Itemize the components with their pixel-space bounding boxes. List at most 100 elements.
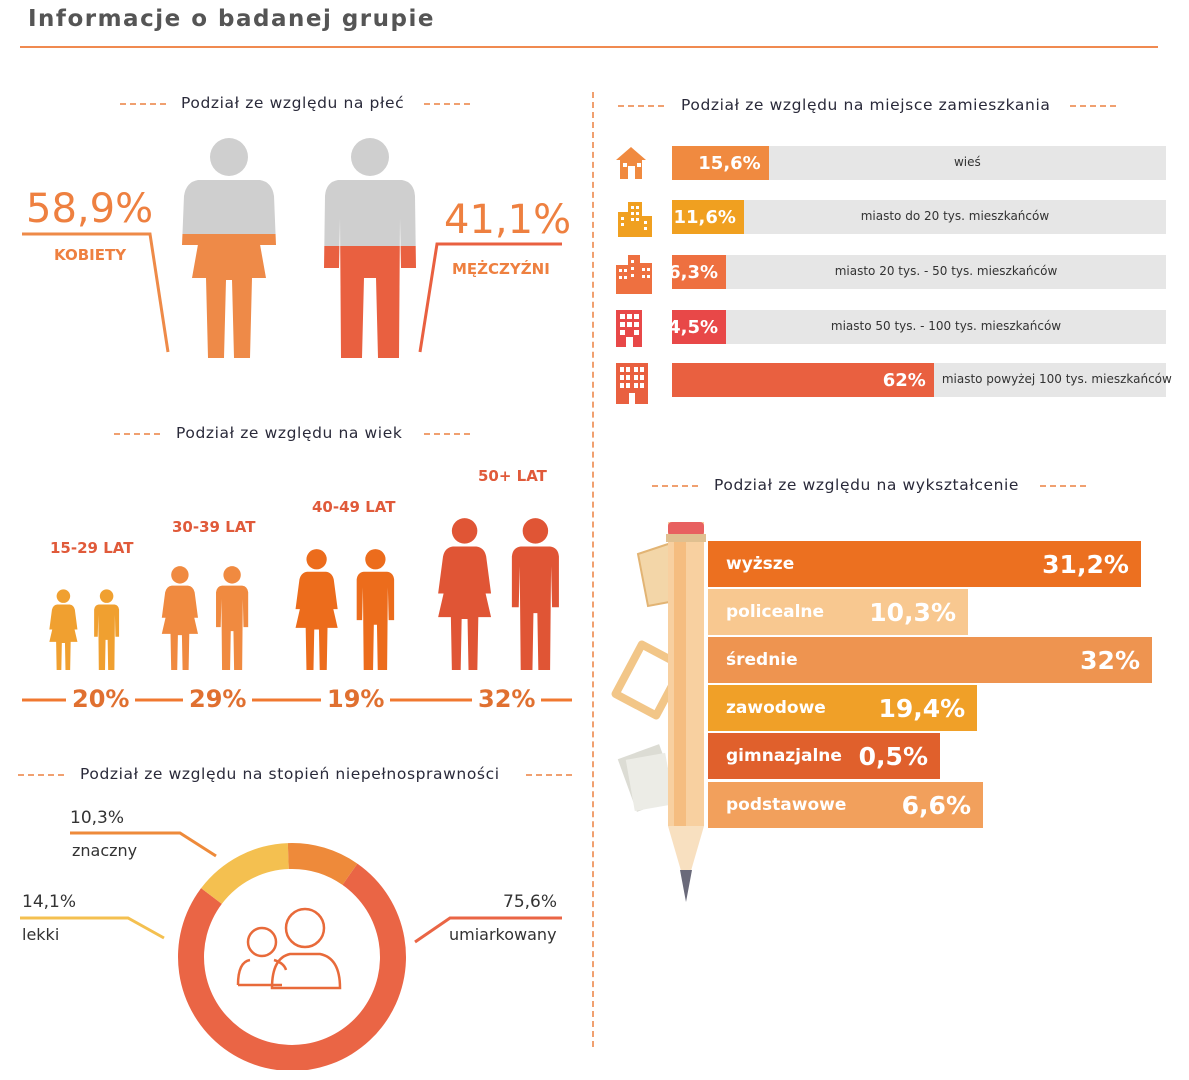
age-label-15-29: 15-29 LAT — [50, 539, 134, 557]
age-label-40-49: 40-49 LAT — [312, 498, 396, 516]
residence-bar-track — [672, 255, 1166, 289]
man-figure-icon — [216, 566, 249, 670]
residence-bar-3: 4,5% — [668, 310, 726, 344]
office-building-icon — [614, 308, 644, 352]
education-bar-1: policealne 10,3% — [708, 589, 968, 635]
small-city-icon — [614, 198, 654, 242]
age-group-2 — [295, 549, 395, 670]
znaczny-leader-line — [70, 831, 217, 858]
section-dash-right — [526, 774, 572, 776]
education-bar-label: gimnazjalne — [726, 746, 842, 766]
sex-section-title: Podział ze względu na płeć — [181, 94, 405, 112]
section-dash-left — [652, 485, 698, 487]
age-label-50plus: 50+ LAT — [478, 467, 547, 485]
disability-percent-lekki: 14,1% — [22, 892, 77, 912]
man-figure-icon — [324, 138, 416, 358]
donut-slice-lekki — [201, 843, 289, 904]
age-group-3 — [438, 518, 559, 670]
age-percent-40-49: 19% — [321, 685, 391, 713]
section-dash-right — [1040, 485, 1086, 487]
residence-bar-1: 11,6% — [672, 200, 744, 234]
education-bar-value: 19,4% — [878, 693, 966, 723]
umiarkowany-leader-line — [414, 916, 562, 944]
section-dash-left — [18, 774, 64, 776]
education-bar-value: 32% — [1080, 645, 1140, 675]
section-dash-right — [424, 433, 470, 435]
residence-bar-chart: 15,6% wieś 11,6% miasto do 20 tys. mieszkań… — [610, 0, 1180, 420]
age-group-1 — [161, 566, 249, 670]
residence-bar-4: 62% — [672, 363, 934, 397]
age-section-title: Podział ze względu na wiek — [176, 424, 403, 442]
education-bar-4: gimnazjalne 0,5% — [708, 733, 940, 779]
age-percent-15-29: 20% — [66, 685, 136, 713]
residence-bar-2: 6,3% — [668, 255, 726, 289]
education-bar-value: 31,2% — [1042, 549, 1129, 579]
man-figure-icon — [356, 549, 395, 670]
education-bar-0: wyższe 31,2% — [708, 541, 1141, 587]
woman-figure-icon — [438, 518, 492, 670]
men-leader-line — [418, 242, 562, 353]
residence-bar-track — [672, 200, 1166, 234]
lekki-leader-line — [20, 916, 165, 940]
pencil-illustration — [611, 522, 706, 902]
education-bar-3: zawodowe 19,4% — [708, 685, 978, 731]
education-bar-label: wyższe — [726, 554, 795, 574]
education-bar-5: podstawowe 6,6% — [708, 782, 983, 828]
woman-figure-icon — [49, 589, 78, 670]
residence-bar-label-4: miasto powyżej 100 tys. mieszkańców — [941, 372, 1172, 386]
education-bar-value: 0,5% — [858, 741, 928, 771]
column-divider — [592, 92, 594, 1047]
disability-label-umiarkowany: umiarkowany — [449, 925, 557, 944]
disability-percent-znaczny: 10,3% — [70, 808, 125, 828]
education-bar-label: średnie — [726, 650, 798, 670]
section-dash-right — [424, 103, 470, 105]
education-bar-2: średnie 32% — [708, 637, 1152, 683]
age-group-0 — [49, 589, 120, 670]
women-leader-line — [22, 232, 170, 353]
residence-bar-label-0: wieś — [953, 155, 981, 169]
men-percent: 41,1% — [444, 197, 572, 243]
sex-pictogram — [22, 138, 562, 358]
disability-percent-umiarkowany: 75,6% — [503, 892, 558, 912]
section-dash-left — [120, 103, 166, 105]
women-label: KOBIETY — [54, 246, 127, 264]
disability-label-znaczny: znaczny — [72, 841, 138, 860]
education-section-title: Podział ze względu na wykształcenie — [714, 476, 1020, 494]
residence-bar-label-1: miasto do 20 tys. mieszkańców — [860, 209, 1050, 223]
disability-label-lekki: lekki — [22, 925, 60, 944]
woman-figure-icon — [295, 549, 338, 670]
men-label: MĘŻCZYŹNI — [452, 260, 550, 278]
education-bar-label: policealne — [726, 602, 825, 622]
women-percent: 58,9% — [26, 186, 154, 232]
section-dash-left — [618, 105, 664, 107]
disability-section-title: Podział ze względu na stopień niepełnosp… — [80, 765, 500, 783]
woman-figure-icon — [182, 138, 276, 358]
page-title: Informacje o badanej grupie — [28, 6, 435, 32]
disability-donut — [20, 831, 562, 1070]
man-figure-icon — [511, 518, 559, 670]
clipboard-icon — [611, 640, 687, 720]
education-bar-value: 6,6% — [901, 790, 971, 820]
house-icon — [614, 144, 648, 184]
city-icon — [614, 253, 654, 299]
apartment-block-icon — [614, 361, 650, 409]
age-label-30-39: 30-39 LAT — [172, 518, 256, 536]
education-bar-label: podstawowe — [726, 795, 847, 815]
residence-section-title: Podział ze względu na miejsce zamieszkan… — [681, 96, 1051, 114]
donut-slice-znaczny — [287, 843, 358, 885]
residence-bar-label-2: miasto 20 tys. - 50 tys. mieszkańców — [834, 264, 1058, 278]
section-dash-right — [1070, 105, 1116, 107]
education-bar-value: 10,3% — [869, 597, 956, 627]
residence-bar-track — [672, 310, 1166, 344]
paper-sheet-icon — [617, 744, 679, 812]
education-bar-label: zawodowe — [726, 698, 826, 718]
users-icon — [236, 907, 342, 990]
man-figure-icon — [94, 589, 120, 670]
woman-figure-icon — [161, 566, 198, 670]
residence-bar-label-3: miasto 50 tys. - 100 tys. mieszkańców — [830, 319, 1062, 333]
title-divider — [20, 46, 1158, 48]
age-percent-50plus: 32% — [472, 685, 542, 713]
residence-bar-0: 15,6% — [672, 146, 769, 180]
section-dash-left — [114, 433, 160, 435]
age-percent-30-39: 29% — [183, 685, 253, 713]
